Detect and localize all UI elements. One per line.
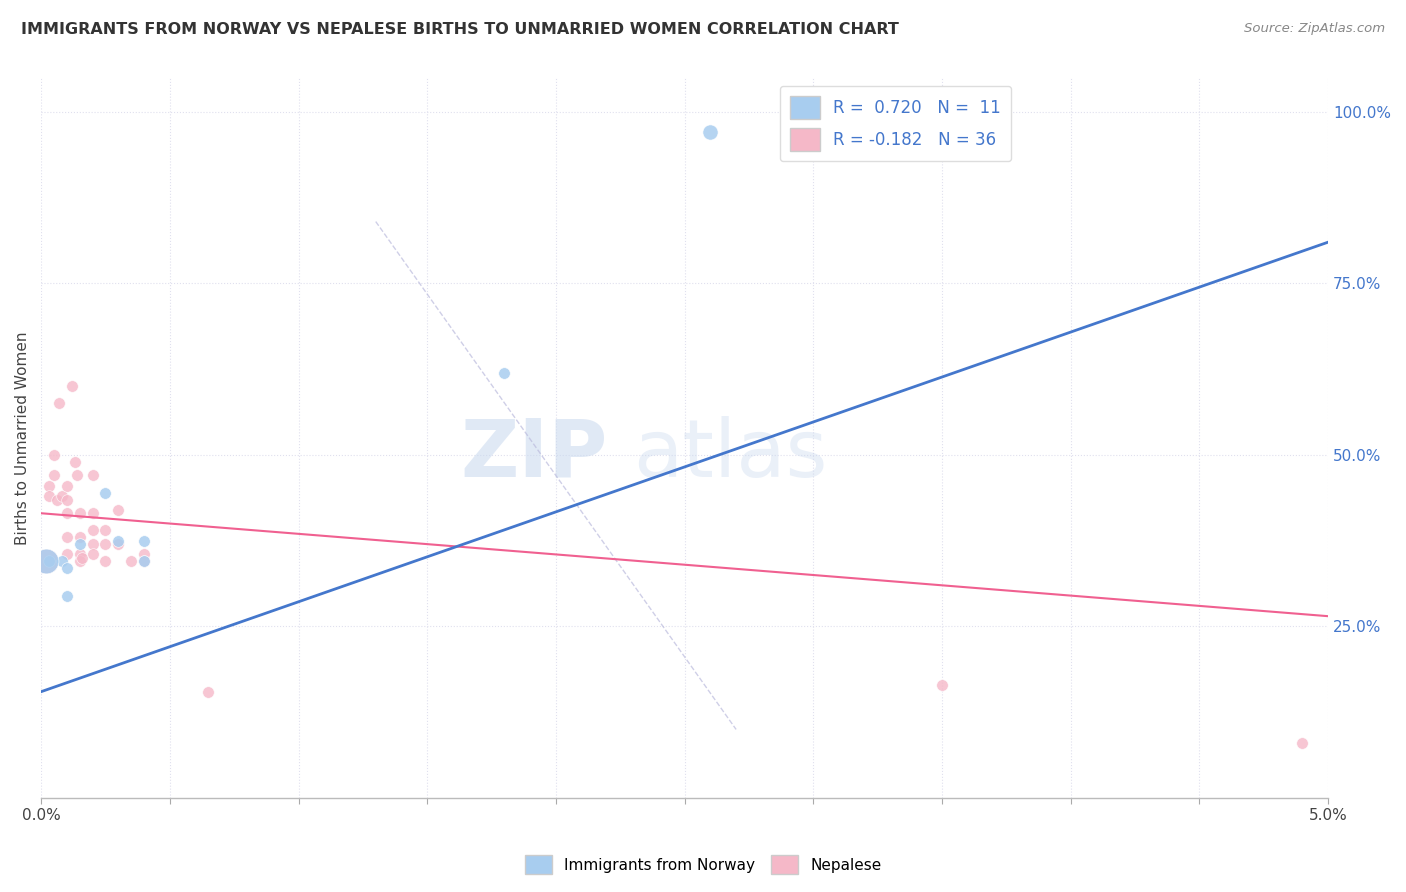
Point bbox=[197, 684, 219, 698]
Point bbox=[94, 485, 117, 500]
Point bbox=[42, 448, 65, 462]
Point bbox=[38, 554, 60, 568]
Point bbox=[56, 492, 79, 507]
Point bbox=[82, 524, 104, 538]
Point bbox=[494, 366, 516, 380]
Point bbox=[120, 554, 142, 568]
Point bbox=[38, 479, 60, 493]
Point bbox=[56, 530, 79, 544]
Legend: R =  0.720   N =  11, R = -0.182   N = 36: R = 0.720 N = 11, R = -0.182 N = 36 bbox=[780, 86, 1011, 161]
Point bbox=[72, 550, 94, 565]
Point bbox=[82, 537, 104, 551]
Point bbox=[45, 492, 67, 507]
Point bbox=[94, 554, 117, 568]
Point bbox=[42, 468, 65, 483]
Legend: Immigrants from Norway, Nepalese: Immigrants from Norway, Nepalese bbox=[519, 849, 887, 880]
Point bbox=[69, 530, 91, 544]
Point bbox=[132, 533, 155, 548]
Point bbox=[69, 548, 91, 562]
Point bbox=[56, 506, 79, 520]
Point bbox=[60, 379, 83, 393]
Point bbox=[107, 537, 129, 551]
Point bbox=[132, 554, 155, 568]
Text: ZIP: ZIP bbox=[460, 416, 607, 494]
Point bbox=[107, 533, 129, 548]
Point bbox=[56, 589, 79, 603]
Point bbox=[51, 489, 73, 503]
Point bbox=[66, 468, 89, 483]
Point bbox=[56, 548, 79, 562]
Text: atlas: atlas bbox=[633, 416, 828, 494]
Point bbox=[35, 554, 58, 568]
Point bbox=[63, 455, 86, 469]
Text: Source: ZipAtlas.com: Source: ZipAtlas.com bbox=[1244, 22, 1385, 36]
Point bbox=[51, 554, 73, 568]
Point bbox=[69, 554, 91, 568]
Point bbox=[94, 524, 117, 538]
Point bbox=[699, 125, 721, 139]
Point bbox=[1291, 736, 1313, 750]
Point bbox=[132, 548, 155, 562]
Point bbox=[94, 537, 117, 551]
Point bbox=[82, 506, 104, 520]
Point bbox=[69, 506, 91, 520]
Point bbox=[931, 678, 953, 692]
Text: IMMIGRANTS FROM NORWAY VS NEPALESE BIRTHS TO UNMARRIED WOMEN CORRELATION CHART: IMMIGRANTS FROM NORWAY VS NEPALESE BIRTH… bbox=[21, 22, 898, 37]
Point bbox=[69, 537, 91, 551]
Point bbox=[82, 468, 104, 483]
Y-axis label: Births to Unmarried Women: Births to Unmarried Women bbox=[15, 331, 30, 544]
Point bbox=[132, 554, 155, 568]
Point bbox=[82, 548, 104, 562]
Point bbox=[38, 489, 60, 503]
Point bbox=[48, 396, 70, 410]
Point bbox=[35, 554, 58, 568]
Point bbox=[56, 479, 79, 493]
Point bbox=[56, 561, 79, 575]
Point bbox=[107, 503, 129, 517]
